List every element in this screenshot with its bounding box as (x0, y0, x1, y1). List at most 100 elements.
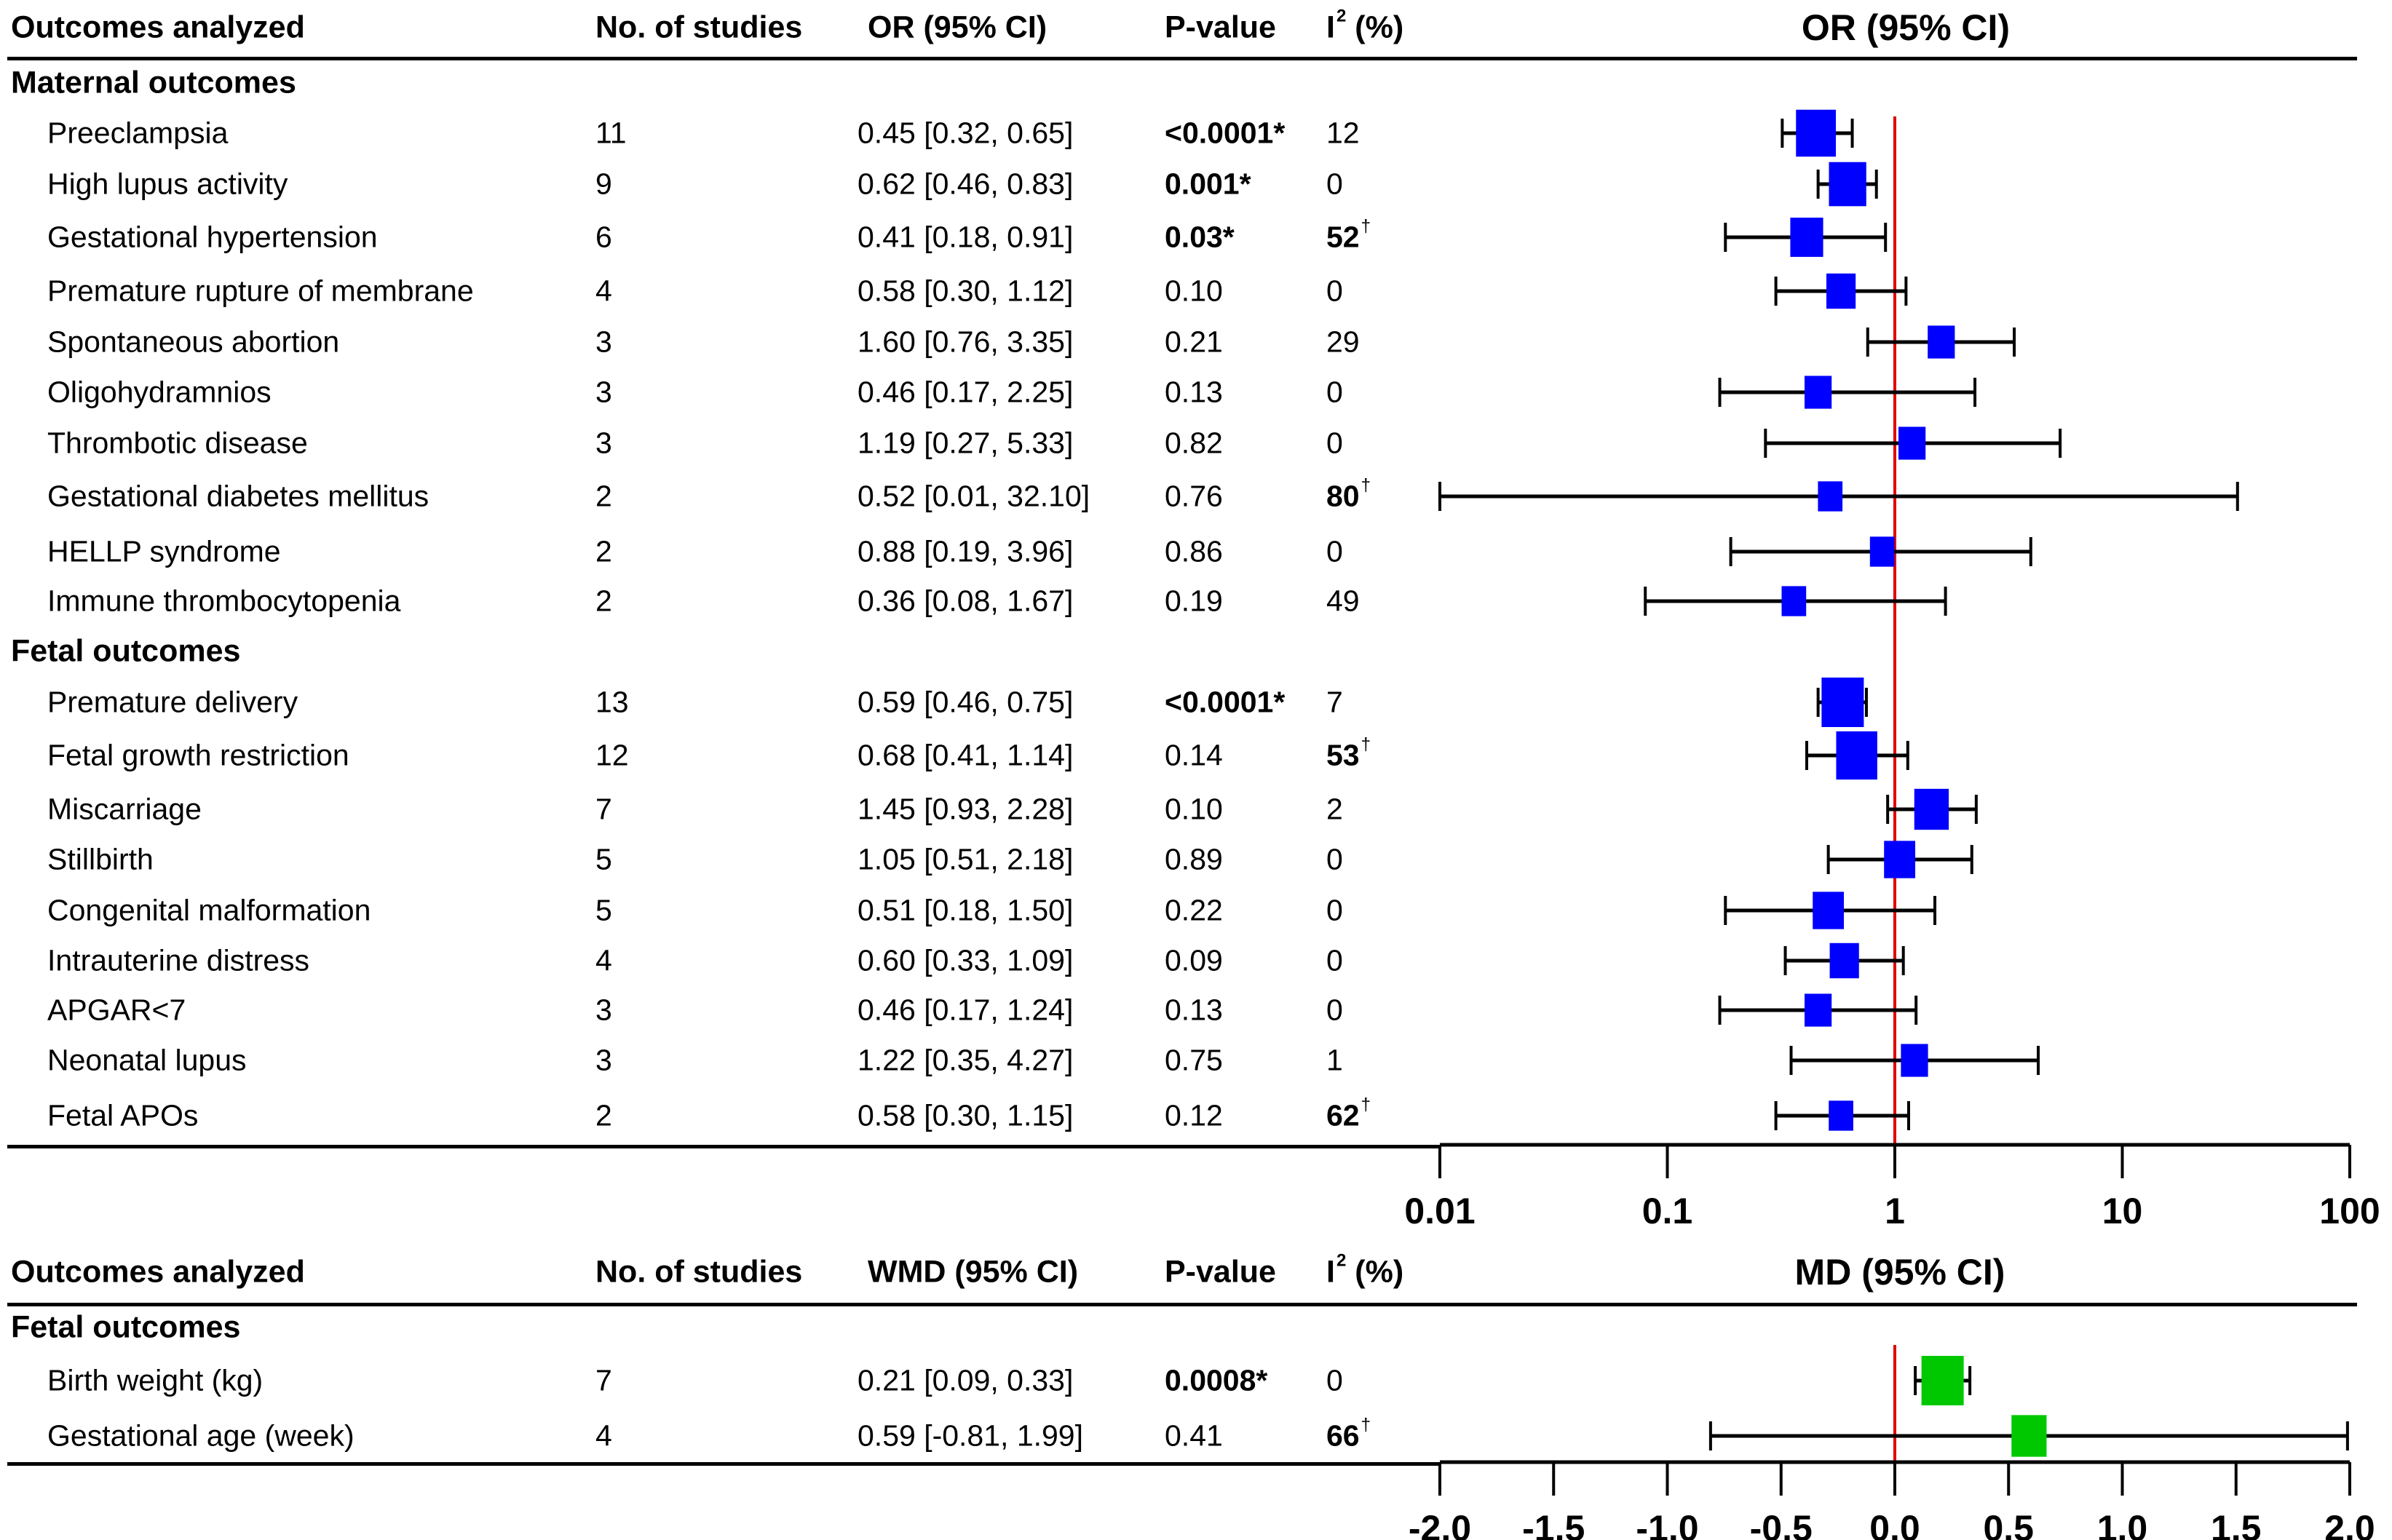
i2-number: 0 (1326, 943, 1343, 977)
heterogeneity-dagger: † (1361, 734, 1371, 755)
md-header-wmd: WMD (95% CI) (868, 1254, 1079, 1290)
study-count: 2 (595, 534, 612, 568)
p-value: 0.86 (1165, 534, 1223, 568)
i2-value: 0 (1326, 534, 1343, 568)
i2-value: 7 (1326, 687, 1343, 718)
x-tick-label: 1.5 (2211, 1508, 2262, 1540)
effect-estimate: 0.59 [0.46, 0.75] (858, 685, 1074, 719)
i2-value: 0 (1326, 1363, 1343, 1397)
point-estimate-marker (1829, 162, 1866, 207)
effect-estimate: 1.22 [0.35, 4.27] (858, 1043, 1074, 1077)
section-header: Fetal outcomes (11, 1309, 241, 1345)
p-value: 0.13 (1165, 375, 1223, 409)
i2-value: 62† (1326, 1096, 1371, 1132)
effect-estimate: 0.58 [0.30, 1.12] (858, 274, 1074, 308)
point-estimate-marker (2011, 1415, 2047, 1457)
i2-number: 0 (1326, 1363, 1343, 1397)
study-count: 12 (595, 738, 629, 772)
point-estimate-marker (1914, 788, 1949, 830)
x-tick-label: 2.0 (2324, 1508, 2375, 1540)
effect-estimate: 0.58 [0.30, 1.15] (858, 1098, 1074, 1132)
study-count: 7 (595, 792, 612, 826)
p-value: 0.13 (1165, 993, 1223, 1027)
table-bottom-rule (7, 1145, 1440, 1148)
p-value: 0.76 (1165, 479, 1223, 513)
outcome-label: Premature rupture of membrane (47, 274, 474, 308)
md-header-outcome: Outcomes analyzed (11, 1254, 305, 1290)
outcome-label: Congenital malformation (47, 893, 371, 927)
i2-value: 80† (1326, 477, 1371, 512)
i2-number: 1 (1326, 1043, 1343, 1077)
outcome-label: Preeclampsia (47, 116, 229, 150)
i2-value: 0 (1326, 274, 1343, 308)
study-count: 2 (595, 1098, 612, 1132)
md-table-bottom-rule (7, 1462, 1440, 1466)
study-count: 6 (595, 220, 612, 254)
i2-number: 2 (1326, 792, 1343, 826)
p-value: 0.03* (1165, 220, 1235, 254)
effect-estimate: 1.45 [0.93, 2.28] (858, 792, 1074, 826)
point-estimate-marker (1805, 376, 1832, 409)
x-tick-label: 100 (2319, 1191, 2380, 1231)
heterogeneity-dagger: † (1361, 1415, 1371, 1435)
p-value: 0.09 (1165, 943, 1223, 977)
point-estimate-marker (1818, 481, 1843, 512)
effect-estimate: 0.59 [-0.81, 1.99] (858, 1418, 1084, 1453)
effect-estimate: 1.60 [0.76, 3.35] (858, 325, 1074, 359)
outcome-label: Gestational hypertension (47, 220, 378, 254)
x-tick-label: 1.0 (2097, 1508, 2148, 1540)
effect-estimate: 0.46 [0.17, 2.25] (858, 375, 1074, 409)
study-count: 11 (595, 116, 627, 150)
i2-number: 0 (1326, 534, 1343, 568)
point-estimate-marker (1829, 942, 1859, 979)
i2-value: 0 (1326, 943, 1343, 977)
point-estimate-marker (1829, 1100, 1853, 1131)
study-count: 4 (595, 943, 612, 977)
i2-value: 12 (1326, 118, 1360, 148)
point-estimate-marker (1805, 993, 1832, 1027)
i2-rest: (%) (1346, 9, 1404, 45)
study-count: 3 (595, 375, 612, 409)
header-rule (7, 57, 2357, 60)
outcome-label: Intrauterine distress (47, 943, 310, 977)
x-tick-label: 0.01 (1404, 1191, 1475, 1231)
x-tick-label: 0.0 (1869, 1508, 1920, 1540)
study-count: 3 (595, 426, 612, 460)
or-plot-title: OR (95% CI) (1801, 7, 2011, 48)
md-header-rule (7, 1303, 2357, 1306)
i2-number: 0 (1326, 426, 1343, 460)
p-value: 0.14 (1165, 738, 1223, 772)
effect-estimate: 1.19 [0.27, 5.33] (858, 426, 1074, 460)
effect-estimate: 0.36 [0.08, 1.67] (858, 584, 1074, 618)
outcome-label: High lupus activity (47, 167, 288, 201)
i2-rest: (%) (1346, 1254, 1404, 1290)
outcome-label: Immune thrombocytopenia (47, 584, 401, 618)
i2-number: 0 (1326, 167, 1343, 201)
study-count: 4 (595, 1418, 612, 1453)
i2-number: 0 (1326, 893, 1343, 927)
x-tick-label: -1.5 (1522, 1508, 1585, 1540)
outcome-label: Birth weight (kg) (47, 1363, 264, 1397)
i2-number: 62 (1326, 1098, 1360, 1132)
header-pvalue: P-value (1165, 9, 1276, 45)
effect-estimate: 0.52 [0.01, 32.10] (858, 479, 1090, 513)
outcome-label: APGAR<7 (47, 993, 186, 1027)
md-header-i2: I2 (%) (1326, 1252, 1404, 1290)
study-count: 3 (595, 993, 612, 1027)
i2-number: 53 (1326, 738, 1360, 772)
point-estimate-marker (1884, 841, 1916, 878)
outcome-label: Spontaneous abortion (47, 325, 340, 359)
p-value: 0.89 (1165, 842, 1223, 876)
point-estimate-marker (1928, 325, 1955, 359)
study-count: 5 (595, 893, 612, 927)
effect-estimate: 0.62 [0.46, 0.83] (858, 167, 1074, 201)
i2-value: 29 (1326, 327, 1360, 357)
x-tick-label: 1 (1885, 1191, 1905, 1231)
p-value: 0.10 (1165, 274, 1223, 308)
outcome-label: Stillbirth (47, 842, 154, 876)
i2-number: 49 (1326, 584, 1360, 618)
p-value: 0.41 (1165, 1418, 1223, 1453)
i2-number: 0 (1326, 274, 1343, 308)
heterogeneity-dagger: † (1361, 475, 1371, 496)
